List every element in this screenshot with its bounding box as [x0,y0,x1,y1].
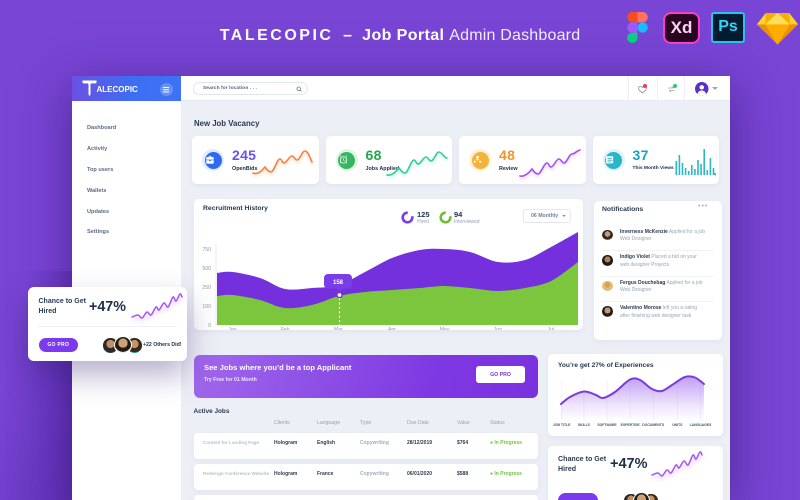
svg-text:May: May [440,327,450,330]
svg-text:250: 250 [202,285,211,291]
svg-text:Jul: Jul [548,327,555,330]
svg-text:Jun: Jun [494,327,502,330]
svg-text:750: 750 [202,247,211,253]
svg-text:EXPERTISE: EXPERTISE [621,423,641,427]
svg-text:SKILLS: SKILLS [578,423,591,427]
svg-text:Jan: Jan [228,327,236,330]
svg-text:158: 158 [333,280,344,286]
svg-text:Mar: Mar [334,327,343,330]
svg-text:LANGUAGES: LANGUAGES [690,423,712,427]
svg-text:Apr: Apr [388,327,396,330]
svg-text:0: 0 [208,323,211,329]
svg-text:SOFTWARE: SOFTWARE [597,423,617,427]
svg-text:JOB TITLE: JOB TITLE [553,423,571,427]
svg-text:100: 100 [202,304,211,310]
svg-text:500: 500 [202,266,211,272]
svg-text:DOCUMENTS: DOCUMENTS [642,423,665,427]
svg-text:UNITS: UNITS [672,423,683,427]
svg-text:Feb: Feb [281,327,290,330]
